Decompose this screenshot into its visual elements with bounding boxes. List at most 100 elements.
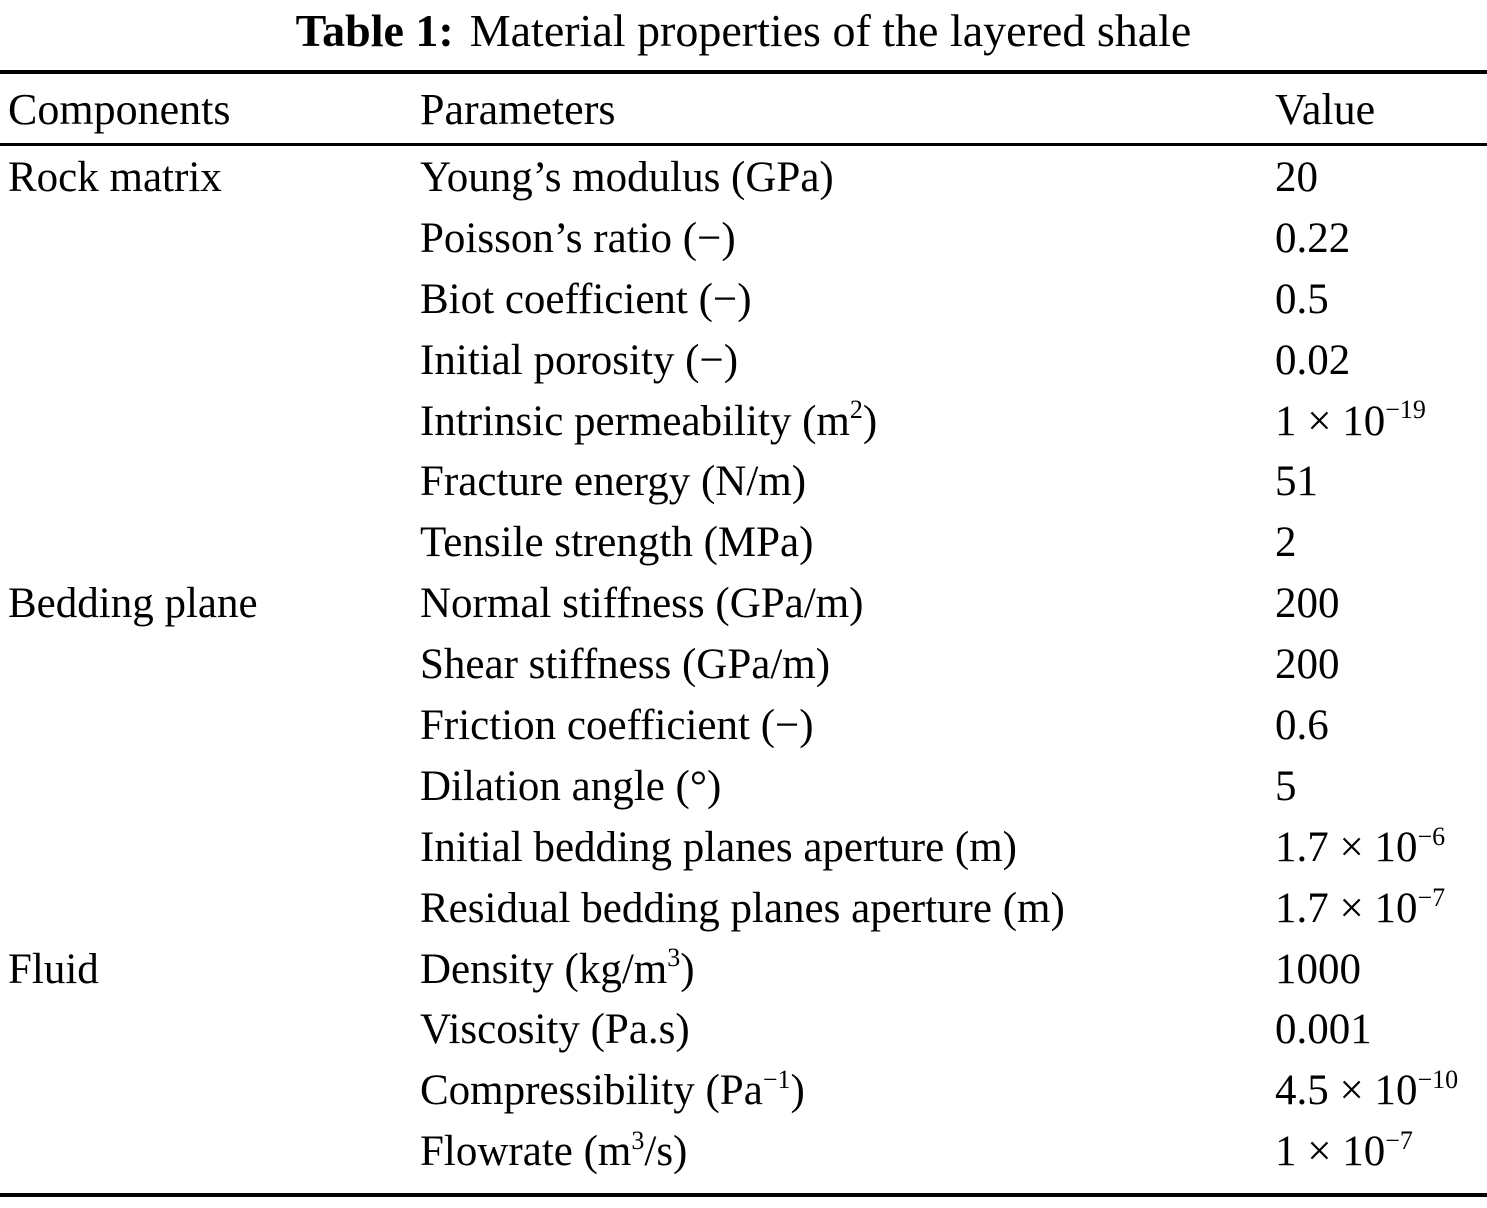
table-caption-label: Table 1:: [295, 5, 454, 56]
parameter-cell: Compressibility (Pa−1): [420, 1061, 1275, 1122]
component-cell: [0, 513, 420, 574]
value-cell: 20: [1275, 148, 1487, 209]
parameter-label: Intrinsic permeability (m: [420, 397, 850, 445]
component-cell: Fluid: [0, 940, 420, 1001]
value-text: 2: [1275, 519, 1297, 567]
parameter-label: Density (kg/m: [420, 945, 668, 993]
component-cell: [0, 1122, 420, 1183]
value-cell: 0.02: [1275, 331, 1487, 392]
table-header-row: Components Parameters Value: [0, 80, 1487, 140]
table-row: Initial bedding planes aperture (m) 1.7 …: [0, 818, 1487, 879]
parameter-label: Initial bedding planes aperture (m): [420, 823, 1018, 871]
value-text: 1000: [1275, 945, 1361, 993]
component-label: Fluid: [8, 945, 99, 993]
value-text: 1.7 × 10: [1275, 823, 1418, 871]
component-cell: [0, 879, 420, 940]
table-header-rule: [0, 143, 1487, 146]
parameter-superscript: 2: [849, 395, 863, 425]
column-header-components: Components: [8, 85, 231, 134]
parameter-label: Shear stiffness (GPa/m): [420, 641, 831, 689]
parameter-label: Tensile strength (MPa): [420, 519, 814, 567]
table-row: Poisson’s ratio (−) 0.22: [0, 209, 1487, 270]
value-text: 0.02: [1275, 336, 1351, 384]
value-cell: 1000: [1275, 940, 1487, 1001]
parameter-cell: Dilation angle (°): [420, 757, 1275, 818]
table-row: Biot coefficient (−) 0.5: [0, 270, 1487, 331]
parameter-label: Poisson’s ratio (−): [420, 214, 736, 262]
component-cell: [0, 270, 420, 331]
value-text: 0.6: [1275, 702, 1329, 750]
value-text: 5: [1275, 762, 1297, 810]
component-cell: Bedding plane: [0, 574, 420, 635]
parameter-cell: Biot coefficient (−): [420, 270, 1275, 331]
parameter-cell: Initial bedding planes aperture (m): [420, 818, 1275, 879]
parameter-label: Normal stiffness (GPa/m): [420, 580, 864, 628]
value-text: 0.22: [1275, 214, 1351, 262]
value-text: 0.5: [1275, 275, 1329, 323]
table-row: Dilation angle (°) 5: [0, 757, 1487, 818]
table-row: Residual bedding planes aperture (m) 1.7…: [0, 879, 1487, 940]
parameter-label: Friction coefficient (−): [420, 702, 814, 750]
value-cell: 1.7 × 10−7: [1275, 879, 1487, 940]
parameter-label: Fracture energy (N/m): [420, 458, 807, 506]
value-exponent: −7: [1417, 882, 1446, 912]
value-text: 1.7 × 10: [1275, 884, 1418, 932]
parameter-superscript: −1: [762, 1065, 791, 1095]
table-bottom-rule: [0, 1193, 1487, 1197]
parameter-cell: Friction coefficient (−): [420, 696, 1275, 757]
parameter-cell: Fracture energy (N/m): [420, 452, 1275, 513]
value-exponent: −19: [1385, 395, 1426, 425]
value-text: 1 × 10: [1275, 1128, 1386, 1176]
parameter-cell: Initial porosity (−): [420, 331, 1275, 392]
parameter-label: Compressibility (Pa: [420, 1067, 763, 1115]
value-text: 200: [1275, 641, 1340, 689]
table-row: Friction coefficient (−) 0.6: [0, 696, 1487, 757]
parameter-cell: Poisson’s ratio (−): [420, 209, 1275, 270]
component-cell: [0, 1061, 420, 1122]
value-exponent: −10: [1417, 1065, 1459, 1095]
value-text: 4.5 × 10: [1275, 1067, 1418, 1115]
parameter-label-tail: ): [790, 1067, 805, 1115]
value-text: 51: [1275, 458, 1318, 506]
table-row: Fracture energy (N/m) 51: [0, 452, 1487, 513]
value-cell: 1 × 10−7: [1275, 1122, 1487, 1183]
value-text: 200: [1275, 580, 1340, 628]
table-row: Flowrate (m3/s) 1 × 10−7: [0, 1122, 1487, 1183]
component-label: Bedding plane: [8, 580, 258, 628]
component-label: Rock matrix: [8, 154, 222, 201]
parameter-label: Flowrate (m: [420, 1128, 632, 1176]
parameter-cell: Normal stiffness (GPa/m): [420, 574, 1275, 635]
value-exponent: −6: [1417, 821, 1446, 851]
parameter-cell: Intrinsic permeability (m2): [420, 392, 1275, 453]
value-text: 20: [1275, 154, 1318, 201]
component-cell: [0, 1000, 420, 1061]
parameter-cell: Density (kg/m3): [420, 940, 1275, 1001]
value-text: 1 × 10: [1275, 397, 1386, 445]
value-cell: 0.001: [1275, 1000, 1487, 1061]
table-row: Initial porosity (−) 0.02: [0, 331, 1487, 392]
value-cell: 1 × 10−19: [1275, 392, 1487, 453]
table-row: Tensile strength (MPa) 2: [0, 513, 1487, 574]
parameter-label: Viscosity (Pa.s): [420, 1006, 690, 1054]
table-top-rule: [0, 70, 1487, 74]
component-cell: [0, 757, 420, 818]
component-cell: [0, 818, 420, 879]
value-cell: 4.5 × 10−10: [1275, 1061, 1487, 1122]
table-row: Compressibility (Pa−1) 4.5 × 10−10: [0, 1061, 1487, 1122]
component-cell: [0, 331, 420, 392]
value-text: 0.001: [1275, 1006, 1372, 1054]
component-cell: [0, 392, 420, 453]
value-cell: 2: [1275, 513, 1487, 574]
component-cell: [0, 209, 420, 270]
parameter-label: Initial porosity (−): [420, 336, 739, 384]
table-body: Rock matrix Young’s modulus (GPa) 20 Poi…: [0, 148, 1487, 1183]
parameter-label-tail: ): [680, 945, 695, 993]
parameter-cell: Shear stiffness (GPa/m): [420, 635, 1275, 696]
component-cell: [0, 696, 420, 757]
parameter-label-tail: /s): [644, 1128, 688, 1176]
value-exponent: −7: [1385, 1126, 1413, 1156]
parameter-cell: Young’s modulus (GPa): [420, 148, 1275, 209]
table-row: Shear stiffness (GPa/m) 200: [0, 635, 1487, 696]
parameter-cell: Tensile strength (MPa): [420, 513, 1275, 574]
